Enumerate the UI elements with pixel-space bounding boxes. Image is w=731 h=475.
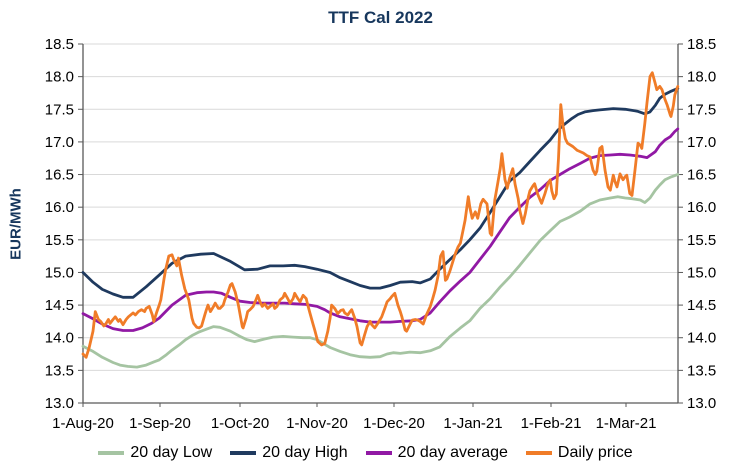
y-tick-label-left: 16.5 xyxy=(45,167,74,184)
y-tick-label-right: 15.0 xyxy=(687,264,716,281)
series-line-daily-price xyxy=(81,71,680,359)
legend-item-20-day-high: 20 day High xyxy=(230,444,348,462)
legend-label: Daily price xyxy=(557,444,633,461)
y-tick-label-right: 17.5 xyxy=(687,101,716,118)
legend-swatch xyxy=(230,451,257,455)
y-tick-label-left: 15.5 xyxy=(45,232,74,249)
y-tick-labels-left: 13.0 13.5 14.0 14.5 15.0 15.5 16.0 16.5 17.0 17.5… xyxy=(45,36,74,412)
series-line-20-day-high xyxy=(81,87,680,299)
y-tick-label-left: 17.5 xyxy=(45,101,74,118)
x-tick-label: 1-Jan-21 xyxy=(443,415,502,432)
legend-item-20-day-average: 20 day average xyxy=(365,444,508,462)
y-tick-label-left: 13.5 xyxy=(45,362,74,379)
axis-lines xyxy=(82,44,679,404)
y-tick-label-left: 14.0 xyxy=(45,330,74,347)
legend-label: 20 day High xyxy=(262,444,348,461)
legend-item-20-day-low: 20 day Low xyxy=(98,444,212,462)
y-tick-label-right: 16.5 xyxy=(687,167,716,184)
y-tick-label-right: 15.5 xyxy=(687,232,716,249)
y-tick-label-right: 18.0 xyxy=(687,69,716,86)
chart-title: TTF Cal 2022 xyxy=(328,8,433,27)
y-tick-label-right: 17.0 xyxy=(687,134,716,151)
x-tick-label: 1-Sep-20 xyxy=(129,415,191,432)
legend-swatch xyxy=(98,451,125,455)
x-tick-label: 1-Nov-20 xyxy=(286,415,348,432)
x-tick-label: 1-Aug-20 xyxy=(52,415,114,432)
x-tick-label: 1-Mar-21 xyxy=(596,415,657,432)
legend-swatch xyxy=(525,451,552,455)
y-tick-label-left: 17.0 xyxy=(45,134,74,151)
y-tick-label-right: 14.0 xyxy=(687,330,716,347)
series-line-20-day-low xyxy=(81,173,680,369)
x-tick-label: 1-Feb-21 xyxy=(521,415,582,432)
y-tick-label-right: 13.0 xyxy=(687,395,716,412)
series-lines xyxy=(81,71,680,369)
y-tick-label-right: 13.5 xyxy=(687,362,716,379)
y-tick-label-left: 15.0 xyxy=(45,264,74,281)
legend-label: 20 day average xyxy=(397,444,508,461)
x-tick-label: 1-Dec-20 xyxy=(363,415,425,432)
x-tick-labels: 1-Aug-20 1-Sep-20 1-Oct-20 1-Nov-20 1-Dec-20… xyxy=(52,415,656,432)
x-tick-label: 1-Oct-20 xyxy=(211,415,269,432)
y-tick-labels-right: 13.0 13.5 14.0 14.5 15.0 15.5 16.0 16.5 17.0 17.5… xyxy=(687,36,716,412)
gridlines xyxy=(83,43,678,371)
y-tick-label-right: 18.5 xyxy=(687,36,716,53)
y-tick-label-left: 16.0 xyxy=(45,199,74,216)
legend-swatch xyxy=(365,451,392,455)
legend-label: 20 day Low xyxy=(130,444,213,461)
y-tick-label-right: 14.5 xyxy=(687,297,716,314)
y-tick-label-left: 18.0 xyxy=(45,69,74,86)
legend-item-daily-price: Daily price xyxy=(525,444,633,462)
y-tick-label-right: 16.0 xyxy=(687,199,716,216)
y-tick-label-left: 18.5 xyxy=(45,36,74,53)
y-tick-label-left: 13.0 xyxy=(45,395,74,412)
series-line-20-day-average xyxy=(81,127,680,332)
legend: 20 day Low 20 day High 20 day average Daily… xyxy=(0,444,731,462)
y-tick-label-left: 14.5 xyxy=(45,297,74,314)
